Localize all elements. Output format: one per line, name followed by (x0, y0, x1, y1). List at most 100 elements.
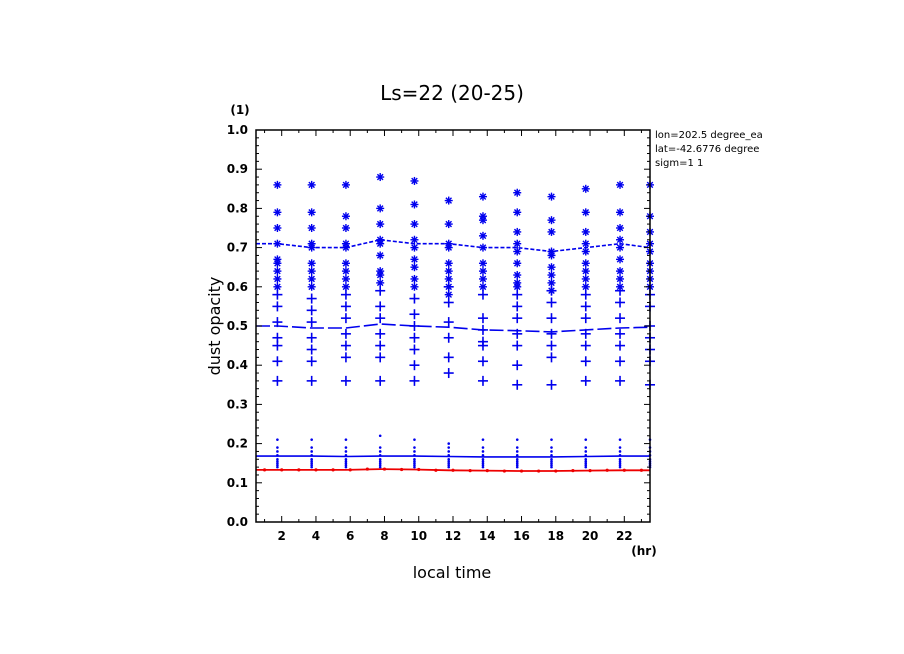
dot-marker (584, 450, 588, 453)
star-stroke (548, 263, 555, 271)
x-unit-label: (hr) (631, 544, 656, 558)
y-tick-label: 0.1 (227, 476, 248, 490)
star-marker (513, 282, 522, 291)
plus-marker (409, 332, 420, 343)
star-marker (513, 227, 522, 236)
plus-marker (546, 297, 557, 308)
dot-marker (344, 450, 348, 453)
star-stroke (308, 209, 315, 216)
star-stroke (376, 252, 384, 259)
star-marker (341, 267, 350, 276)
plus-marker (375, 313, 386, 324)
star-marker (410, 255, 419, 264)
star-marker (444, 196, 453, 205)
star-stroke (548, 216, 555, 224)
plus-marker (512, 360, 523, 371)
dot-marker (413, 454, 416, 457)
plus-marker (443, 281, 454, 292)
plot-marks (256, 173, 655, 473)
dot-marker (550, 446, 553, 449)
x-tick-label: 20 (582, 529, 599, 543)
star-marker (307, 224, 316, 232)
dot-marker (310, 438, 313, 441)
star-stroke (376, 279, 384, 287)
star-stroke (274, 209, 281, 216)
plus-marker (375, 301, 386, 312)
dot-marker (481, 459, 485, 463)
dot-marker (618, 465, 622, 469)
series-line-short-dash (256, 238, 651, 253)
star-marker (547, 278, 556, 287)
series-line-solid (256, 455, 650, 458)
star-marker (341, 212, 350, 221)
star-marker (307, 180, 316, 189)
plus-marker (580, 301, 591, 312)
star-stroke (274, 240, 281, 247)
star-stroke (411, 177, 418, 185)
dot-marker (447, 446, 451, 449)
plus-marker (512, 301, 523, 312)
x-tick-label: 10 (410, 529, 427, 543)
dot-marker (550, 459, 553, 463)
star-stroke (274, 181, 281, 189)
star-marker (341, 282, 350, 291)
plus-marker (409, 309, 420, 320)
plus-marker (409, 321, 420, 331)
y-tick-label: 0.2 (227, 437, 248, 451)
star-stroke (308, 244, 315, 251)
star-stroke (513, 189, 521, 197)
plus-marker (443, 332, 454, 343)
star-stroke (548, 228, 555, 236)
star-marker (444, 220, 453, 229)
dot-marker (584, 459, 588, 463)
plus-marker (443, 352, 454, 363)
star-marker (341, 224, 350, 232)
star-stroke (342, 275, 350, 283)
star-stroke (616, 256, 624, 263)
plus-marker (306, 356, 317, 367)
star-stroke (616, 267, 624, 275)
y-unit-label: (1) (230, 103, 249, 117)
dot-marker (344, 446, 348, 449)
dot-marker (413, 438, 416, 441)
star-stroke (411, 283, 418, 291)
star-stroke (513, 271, 521, 279)
dot-marker (378, 457, 382, 461)
star-marker (478, 259, 487, 268)
dot-marker (310, 465, 313, 469)
star-marker (376, 173, 385, 182)
star-stroke (411, 256, 418, 263)
dot-marker (515, 446, 519, 449)
dot-marker (310, 463, 313, 467)
dot-marker (618, 454, 622, 457)
star-stroke (445, 220, 453, 228)
star-stroke (308, 283, 315, 291)
star-marker (273, 274, 282, 283)
dot-marker (344, 461, 348, 465)
plus-marker (306, 344, 317, 355)
baseline-marker (571, 469, 575, 473)
star-stroke (308, 259, 315, 267)
star-marker (581, 239, 590, 248)
plus-marker (306, 305, 317, 316)
plus-marker (477, 375, 488, 386)
dot-marker (515, 457, 519, 461)
plus-marker (443, 317, 454, 328)
dot-marker (481, 454, 485, 457)
x-tick-label: 12 (445, 529, 462, 543)
plus-marker (477, 313, 488, 324)
star-stroke (445, 244, 453, 251)
star-stroke (513, 240, 521, 247)
dot-marker (378, 434, 382, 438)
plus-marker (512, 379, 523, 390)
star-marker (547, 192, 556, 201)
plus-marker (272, 356, 283, 367)
plus-marker (546, 285, 557, 296)
star-stroke (582, 283, 590, 291)
star-marker (444, 274, 453, 283)
star-marker (513, 247, 522, 256)
dot-marker (276, 461, 279, 465)
dot-marker (310, 454, 313, 457)
dot-marker (515, 450, 519, 453)
baseline-marker (331, 468, 335, 472)
